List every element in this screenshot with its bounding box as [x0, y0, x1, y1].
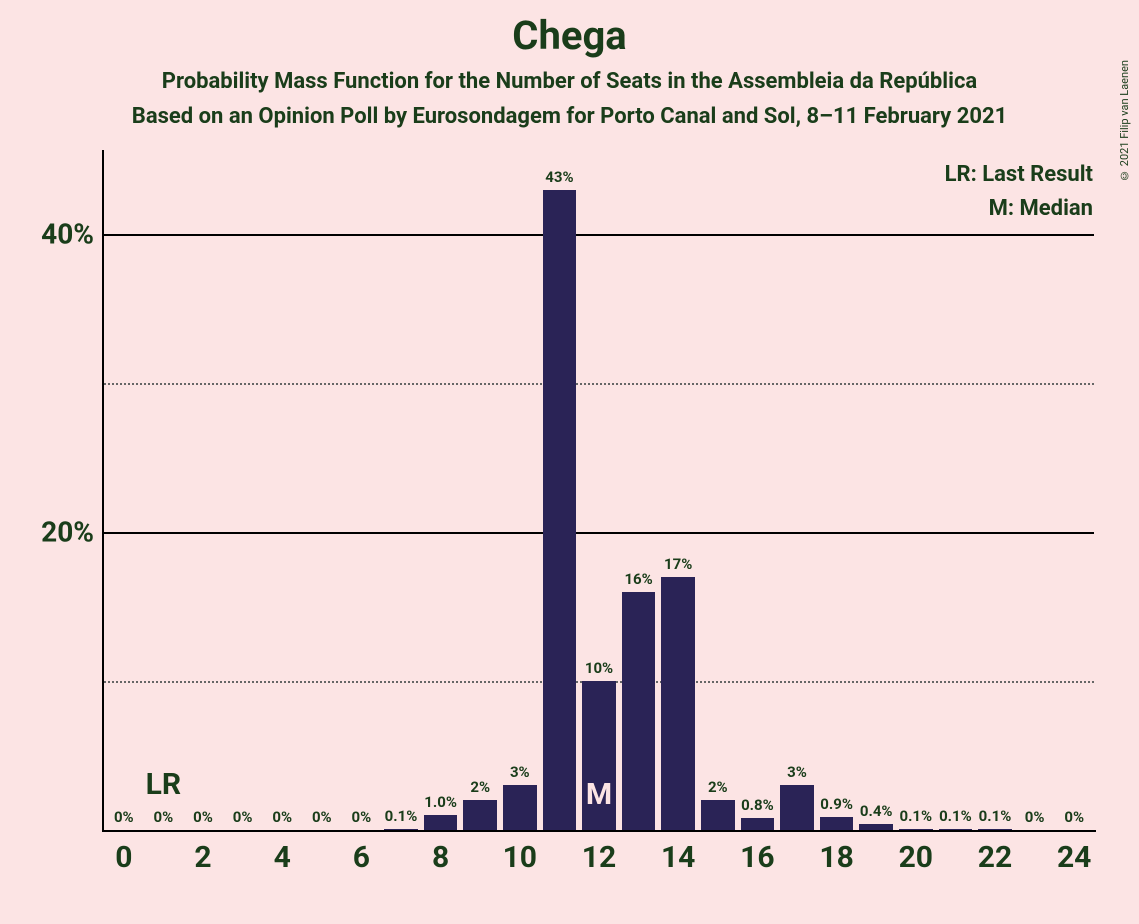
- x-tick-label: 20: [899, 840, 933, 875]
- x-axis-line: [102, 830, 1096, 832]
- x-tick-label: 4: [274, 840, 291, 875]
- bar: [780, 785, 814, 830]
- m-marker: M: [586, 777, 612, 812]
- bar: [899, 829, 933, 830]
- bar: [939, 829, 973, 830]
- y-axis-line: [102, 150, 104, 832]
- bar-value-label: 16%: [624, 570, 652, 588]
- x-tick-label: 2: [194, 840, 211, 875]
- bar: [543, 190, 577, 830]
- x-tick-label: 14: [661, 840, 695, 875]
- y-tick-label: 20%: [41, 516, 94, 549]
- y-tick-label: 40%: [41, 218, 94, 251]
- bar-value-label: 0.1%: [939, 807, 972, 825]
- bar: [859, 824, 893, 830]
- bar-value-label: 2%: [470, 778, 490, 796]
- chart-subtitle-1: Probability Mass Function for the Number…: [0, 69, 1139, 94]
- grid-minor: [104, 383, 1094, 385]
- bar-value-label: 0.1%: [385, 807, 418, 825]
- x-tick-label: 6: [353, 840, 370, 875]
- bar-value-label: 3%: [510, 763, 530, 781]
- x-tick-label: 22: [978, 840, 1012, 875]
- bar-value-label: 10%: [585, 659, 613, 677]
- bar-value-label: 0%: [352, 808, 372, 826]
- bar-value-label: 0%: [1025, 808, 1045, 826]
- bar-value-label: 0.1%: [979, 807, 1012, 825]
- bar: [820, 817, 854, 830]
- bar: [661, 577, 695, 830]
- grid-major: [104, 532, 1094, 534]
- copyright-text: © 2021 Filip van Laenen: [1118, 60, 1131, 182]
- chart-subtitle-2: Based on an Opinion Poll by Eurosondagem…: [0, 104, 1139, 129]
- bar-value-label: 0%: [193, 808, 213, 826]
- bar-value-label: 0%: [154, 808, 174, 826]
- bar-value-label: 43%: [545, 168, 573, 186]
- bar-value-label: 17%: [664, 555, 692, 573]
- grid-major: [104, 234, 1094, 236]
- bar-value-label: 0%: [1064, 808, 1084, 826]
- bar-value-label: 0.4%: [860, 802, 893, 820]
- bar-value-label: 3%: [787, 763, 807, 781]
- bar-value-label: 0%: [233, 808, 253, 826]
- lr-marker: LR: [146, 767, 181, 802]
- bar-value-label: 0%: [114, 808, 134, 826]
- chart-plot-area: 20%40% 024681012141618202224 0%0%0%0%0%0…: [104, 160, 1094, 830]
- bar-value-label: 0.1%: [899, 807, 932, 825]
- bar-value-label: 0%: [312, 808, 332, 826]
- bar: [503, 785, 537, 830]
- x-tick-label: 12: [582, 840, 616, 875]
- x-tick-label: 24: [1057, 840, 1091, 875]
- bar: [741, 818, 775, 830]
- bar-value-label: 2%: [708, 778, 728, 796]
- bar-value-label: 1.0%: [424, 793, 457, 811]
- bar: [384, 829, 418, 830]
- bar: [978, 829, 1012, 830]
- bar: [701, 800, 735, 830]
- bar: [424, 815, 458, 830]
- bar-value-label: 0.8%: [741, 796, 774, 814]
- bar: [622, 592, 656, 830]
- bar-value-label: 0.9%: [820, 795, 853, 813]
- bar: [463, 800, 497, 830]
- x-tick-label: 16: [740, 840, 774, 875]
- x-tick-label: 8: [432, 840, 449, 875]
- x-tick-label: 0: [115, 840, 132, 875]
- x-tick-label: 18: [819, 840, 853, 875]
- x-tick-label: 10: [503, 840, 537, 875]
- chart-title: Chega: [0, 0, 1139, 59]
- bar-value-label: 0%: [272, 808, 292, 826]
